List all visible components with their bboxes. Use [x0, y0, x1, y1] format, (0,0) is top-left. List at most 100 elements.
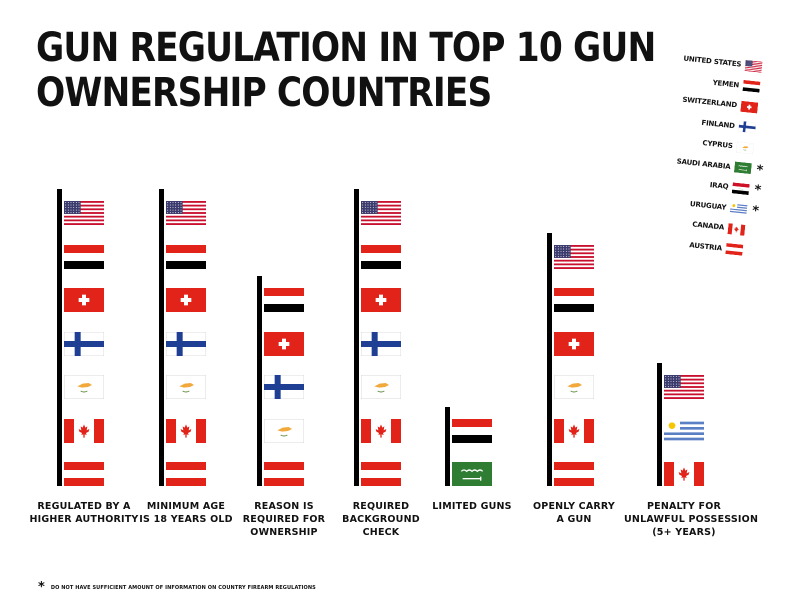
flag-cyprus — [361, 375, 401, 399]
footnote-marker: * — [38, 580, 45, 595]
flag-yemen — [64, 244, 104, 269]
category-label-line: REQUIRED FOR — [242, 514, 326, 525]
legend-country-name: AUSTRIA — [688, 240, 723, 253]
insufficient-info-marker: * — [753, 182, 762, 199]
category-label-line: OWNERSHIP — [250, 527, 318, 538]
flag-us — [554, 244, 594, 269]
category-label: REASON IS REQUIRED FOR OWNERSHIP — [224, 500, 344, 539]
category-label-line: BACKGROUND — [342, 514, 420, 525]
footnote-text: DO NOT HAVE SUFFICIENT AMOUNT OF INFORMA… — [50, 584, 316, 591]
category-label-line: REQUIRED — [352, 501, 410, 512]
footnote: * DO NOT HAVE SUFFICIENT AMOUNT OF INFOR… — [38, 580, 316, 595]
chart-title: GUN REGULATION IN TOP 10 GUN OWNERSHIP C… — [36, 25, 656, 116]
flag-us — [166, 201, 206, 225]
legend-flag-switzerland — [740, 100, 759, 114]
flag-cyprus — [554, 375, 594, 399]
legend-flag-austria — [725, 243, 744, 256]
legend-item-switzerland: SWITZERLAND — [682, 93, 759, 115]
flag-austria — [64, 462, 104, 486]
column-bar — [657, 363, 662, 486]
category-label-line: OPENLY CARRY — [533, 501, 615, 512]
flag-yemen — [264, 288, 304, 312]
category-label-line: UNLAWFUL POSSESSION — [624, 514, 759, 525]
category-label: PENALTY FOR UNLAWFUL POSSESSION (5+ YEARS) — [624, 500, 759, 539]
category-label-line: IS 18 YEARS OLD — [139, 514, 233, 525]
legend-flag-saudi — [733, 161, 752, 175]
flag-switzerland — [166, 288, 206, 312]
column-bar — [354, 189, 359, 486]
flag-finland — [264, 375, 304, 399]
category-label-line: REASON IS — [254, 501, 314, 512]
category-label-line: LIMITED GUNS — [432, 501, 512, 512]
flag-austria — [264, 462, 304, 486]
flag-cyprus — [264, 418, 304, 443]
category-label: LIMITED GUNS — [412, 500, 532, 513]
legend-country-name: UNITED STATES — [682, 54, 742, 69]
legend-item-finland: FINLAND — [701, 115, 757, 135]
flag-yemen — [166, 244, 206, 269]
legend-item-uruguay: URUGUAY — [689, 197, 748, 217]
flag-austria — [554, 462, 594, 486]
legend-flag-us — [744, 59, 763, 73]
flag-switzerland — [554, 331, 594, 356]
title-line-2: OWNERSHIP COUNTRIES — [36, 70, 492, 116]
flag-canada — [664, 462, 704, 486]
category-label-line: A GUN — [556, 514, 592, 525]
column-bar — [257, 276, 262, 486]
legend-flag-uruguay — [729, 202, 748, 215]
legend-item-cyprus: CYPRUS — [702, 136, 755, 155]
flag-austria — [361, 462, 401, 486]
flag-yemen — [554, 288, 594, 312]
legend-country-name: YEMEN — [712, 78, 740, 89]
legend-country-name: SAUDI ARABIA — [676, 156, 731, 171]
category-label: OPENLY CARRY A GUN — [514, 500, 634, 526]
category-label-line: MINIMUM AGE — [146, 501, 226, 512]
flag-finland — [64, 331, 104, 356]
category-label: REQUIRED BACKGROUND CHECK — [321, 500, 441, 539]
legend-flag-yemen — [742, 79, 761, 93]
flag-uruguay — [664, 418, 704, 443]
category-label: MINIMUM AGE IS 18 YEARS OLD — [126, 500, 246, 526]
column-bar — [57, 189, 62, 486]
title-line-1: GUN REGULATION IN TOP 10 GUN — [36, 25, 656, 71]
category-label-line: REGULATED BY A — [37, 501, 131, 512]
flag-us — [664, 375, 704, 399]
legend-item-saudi: SAUDI ARABIA — [676, 154, 752, 176]
column-bar — [547, 232, 552, 486]
legend-country-name: IRAQ — [709, 180, 729, 191]
legend-country-name: CANADA — [691, 220, 725, 232]
svg-text:~~~: ~~~ — [738, 188, 743, 191]
category-label-line: (5+ YEARS) — [652, 527, 716, 538]
flag-us — [64, 201, 104, 225]
legend-flag-iraq: ~~~ — [731, 181, 750, 195]
insufficient-info-marker: * — [755, 162, 765, 178]
legend-item-canada: CANADA — [692, 217, 746, 236]
legend: UNITED STATES YEMEN SWITZERLAND FINLAND CYPR… — [639, 49, 792, 273]
flag-canada — [166, 418, 206, 443]
legend-flag-cyprus — [736, 141, 755, 154]
flag-canada — [64, 418, 104, 443]
flag-yemen — [452, 418, 492, 443]
legend-country-name: FINLAND — [701, 118, 736, 130]
legend-item-yemen: YEMEN — [712, 75, 761, 94]
legend-country-name: CYPRUS — [702, 138, 734, 151]
flag-switzerland — [264, 331, 304, 356]
legend-flag-canada — [727, 222, 746, 236]
column-bar — [445, 406, 450, 486]
legend-country-name: SWITZERLAND — [682, 95, 738, 110]
flag-switzerland — [64, 288, 104, 312]
column-bar — [159, 189, 164, 486]
flag-finland — [166, 331, 206, 356]
legend-country-name: URUGUAY — [689, 199, 727, 212]
flag-cyprus — [64, 375, 104, 399]
flag-saudi — [452, 462, 492, 486]
flag-us — [361, 201, 401, 225]
category-label: REGULATED BY A HIGHER AUTHORITY — [24, 500, 144, 526]
legend-item-iraq: IRAQ ~~~ — [709, 178, 750, 196]
category-label-line: HIGHER AUTHORITY — [29, 514, 139, 525]
legend-item-us: UNITED STATES — [683, 52, 763, 74]
flag-yemen — [361, 244, 401, 269]
flag-cyprus — [166, 375, 206, 399]
flag-switzerland — [361, 288, 401, 312]
flag-canada — [361, 418, 401, 443]
